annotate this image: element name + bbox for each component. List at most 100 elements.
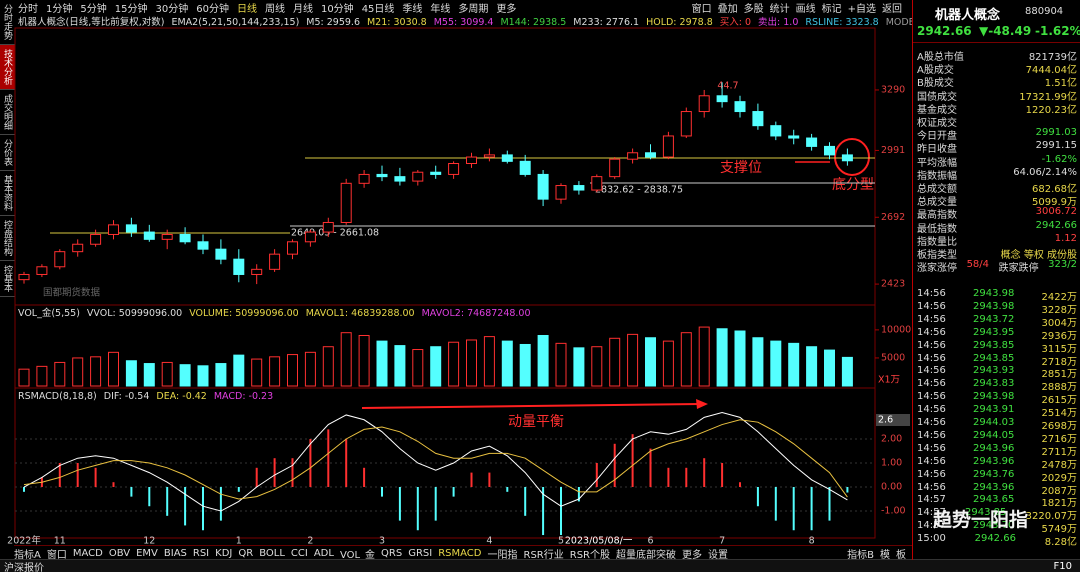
volume-bar xyxy=(501,340,513,387)
period-tab: 周线 xyxy=(264,3,285,15)
indicator-tab: KDJ xyxy=(215,547,233,559)
period-tab: 30分钟 xyxy=(155,3,189,15)
quote-row: 14:56 2943.93 2851万 xyxy=(917,365,1077,380)
tool-button: 返回 xyxy=(882,3,902,15)
volume-bar xyxy=(555,342,567,387)
row-value: 概念 等权 成份股 xyxy=(1000,250,1077,261)
tick-volume: 3004万 xyxy=(1041,317,1077,329)
tick-time: 14:57 xyxy=(917,507,946,519)
row-value: 7444.04亿 xyxy=(1025,65,1077,77)
row-label: 板指类型 xyxy=(917,250,957,261)
quote-row: 板指类型 概念 等权 成份股 xyxy=(917,246,1077,261)
period-tab: 1分钟 xyxy=(46,3,73,15)
indicator-tab: VOL_金 xyxy=(339,549,376,561)
row-value: 1.12 xyxy=(1054,232,1077,244)
header-item: MODELLINE: 3210.2 xyxy=(886,17,912,28)
volume-bar xyxy=(36,365,48,387)
x-tick-label: 2022年 xyxy=(7,535,41,547)
tick-price: 2943.95 xyxy=(973,326,1015,338)
candle-body xyxy=(788,135,800,139)
row-value: 821739亿 xyxy=(1028,52,1077,63)
tick-time: 14:56 xyxy=(917,365,946,377)
row-label: 指数量比 xyxy=(917,236,957,248)
tick-time: 14:56 xyxy=(917,429,946,441)
row-label: A股成交 xyxy=(917,65,954,77)
indicator-tab: MACD xyxy=(72,547,103,559)
tick-price: 2943.85 xyxy=(965,507,1007,519)
vol-unit: X1万 xyxy=(878,375,900,386)
row-value: 1.51亿 xyxy=(1044,78,1077,90)
period-tab: 60分钟 xyxy=(196,3,229,15)
tick-volume: 2698万 xyxy=(1041,421,1077,432)
macd-cursor: 2.6 xyxy=(878,415,893,426)
candle-body xyxy=(627,152,639,160)
row-value: 1220.23亿 xyxy=(1025,104,1077,116)
indicator-tab: BOLL xyxy=(259,547,285,559)
header-item: 机器人概念(日线,等比前复权,对数) xyxy=(18,16,164,28)
candle-body xyxy=(645,152,656,158)
indicator-tab: 指标B xyxy=(847,549,874,561)
cursor-date: 2023/05/08/一 xyxy=(565,536,633,547)
quote-row: 14:57 2943.65 1821万 xyxy=(917,494,1077,510)
row-value: 17321.99亿 xyxy=(1019,91,1077,103)
header-item: MAVOL1: 46839288.00 xyxy=(306,308,415,319)
quote-row: 14:56 2943.95 2936万 xyxy=(917,326,1077,342)
tick-price: 2943.96 xyxy=(973,481,1015,493)
chart: 国都期货数据 44.7 2832.62 - 2838.75 2649.03 - … xyxy=(7,16,912,547)
side-tab: 分时走势 xyxy=(0,0,15,45)
quote-row: A股成交 7444.04亿 xyxy=(917,61,1077,77)
quote-row: 指数量比 1.12 xyxy=(917,232,1077,248)
header-item: M144: 2938.5 xyxy=(500,17,566,28)
volume-bar xyxy=(125,360,137,387)
candle-body xyxy=(251,268,263,275)
tick-time: 14:56 xyxy=(917,468,946,480)
volume-bar xyxy=(752,337,764,387)
tick-price: 2944.03 xyxy=(973,417,1015,428)
candle-body xyxy=(376,173,388,178)
header-item: RSLINE: 3323.8 xyxy=(805,17,878,28)
candle-body xyxy=(537,173,549,200)
pattern-note: 底分型 xyxy=(832,177,874,193)
quote-row: 权证成交 xyxy=(917,114,1077,129)
x-tick-label: 2 xyxy=(307,536,313,547)
x-tick-label: 1 xyxy=(236,536,242,547)
volume-bar xyxy=(770,340,782,387)
header-item: VOLUME: 50999096.00 xyxy=(189,308,298,319)
candle-body xyxy=(841,154,853,162)
volume-bar xyxy=(18,368,30,387)
y-tick-label: 0.00 xyxy=(881,482,902,493)
dif-line xyxy=(23,412,848,512)
quote-row: 最高指数 3006.72 xyxy=(917,206,1077,221)
side-tab: 基本资料 xyxy=(0,171,15,216)
candle-body xyxy=(394,176,406,182)
candle-body xyxy=(54,251,66,268)
quote-change: ▼-48.49 xyxy=(979,24,1032,38)
indicator-tab: QRS xyxy=(381,547,403,559)
tick-time: 14:56 xyxy=(917,339,946,351)
range-label: 2832.62 - 2838.75 xyxy=(595,185,683,196)
volume-bar xyxy=(54,361,66,387)
candle-body xyxy=(483,154,495,158)
volume-bar xyxy=(340,332,352,387)
volume-bar xyxy=(466,339,477,387)
tick-volume: 1821万 xyxy=(1041,498,1077,510)
tick-volume: 2716万 xyxy=(1041,433,1077,445)
watermark: 趋势一阳指 xyxy=(933,509,1029,531)
quote-panel: 机器人概念 880904 2942.66 ▼-48.49 -1.62% A股总市… xyxy=(912,0,1080,560)
tick-time: 15:00 xyxy=(917,533,946,545)
tick-volume: 2087万 xyxy=(1041,485,1077,497)
tick-time: 14:56 xyxy=(917,352,946,364)
volume-bar xyxy=(394,345,406,387)
header-item: DEA: -0.42 xyxy=(156,391,206,402)
quote-row: 国债成交 17321.99亿 xyxy=(917,88,1077,103)
tick-time: 14:56 xyxy=(917,288,946,299)
period-toolbar: 分时 1分钟 5分钟 15分钟 30分钟 60分钟 日线 周线 月线 10分钟 45日线 季线 年线 多周… xyxy=(18,0,908,15)
volume-bar xyxy=(609,337,621,387)
candle-body xyxy=(108,224,119,235)
tick-volume: 5749万 xyxy=(1041,524,1077,536)
indicator-tab: RSMACD xyxy=(438,547,482,559)
header-item: EMA2(5,21,50,144,233,15) xyxy=(171,17,299,28)
row-label: 权证成交 xyxy=(917,118,957,129)
header-item: 卖出: 1.0 xyxy=(758,16,798,28)
pane-header: RSMACD(8,18,8) DIF: -0.54 DEA: -0.42 MACD: … xyxy=(18,391,273,402)
